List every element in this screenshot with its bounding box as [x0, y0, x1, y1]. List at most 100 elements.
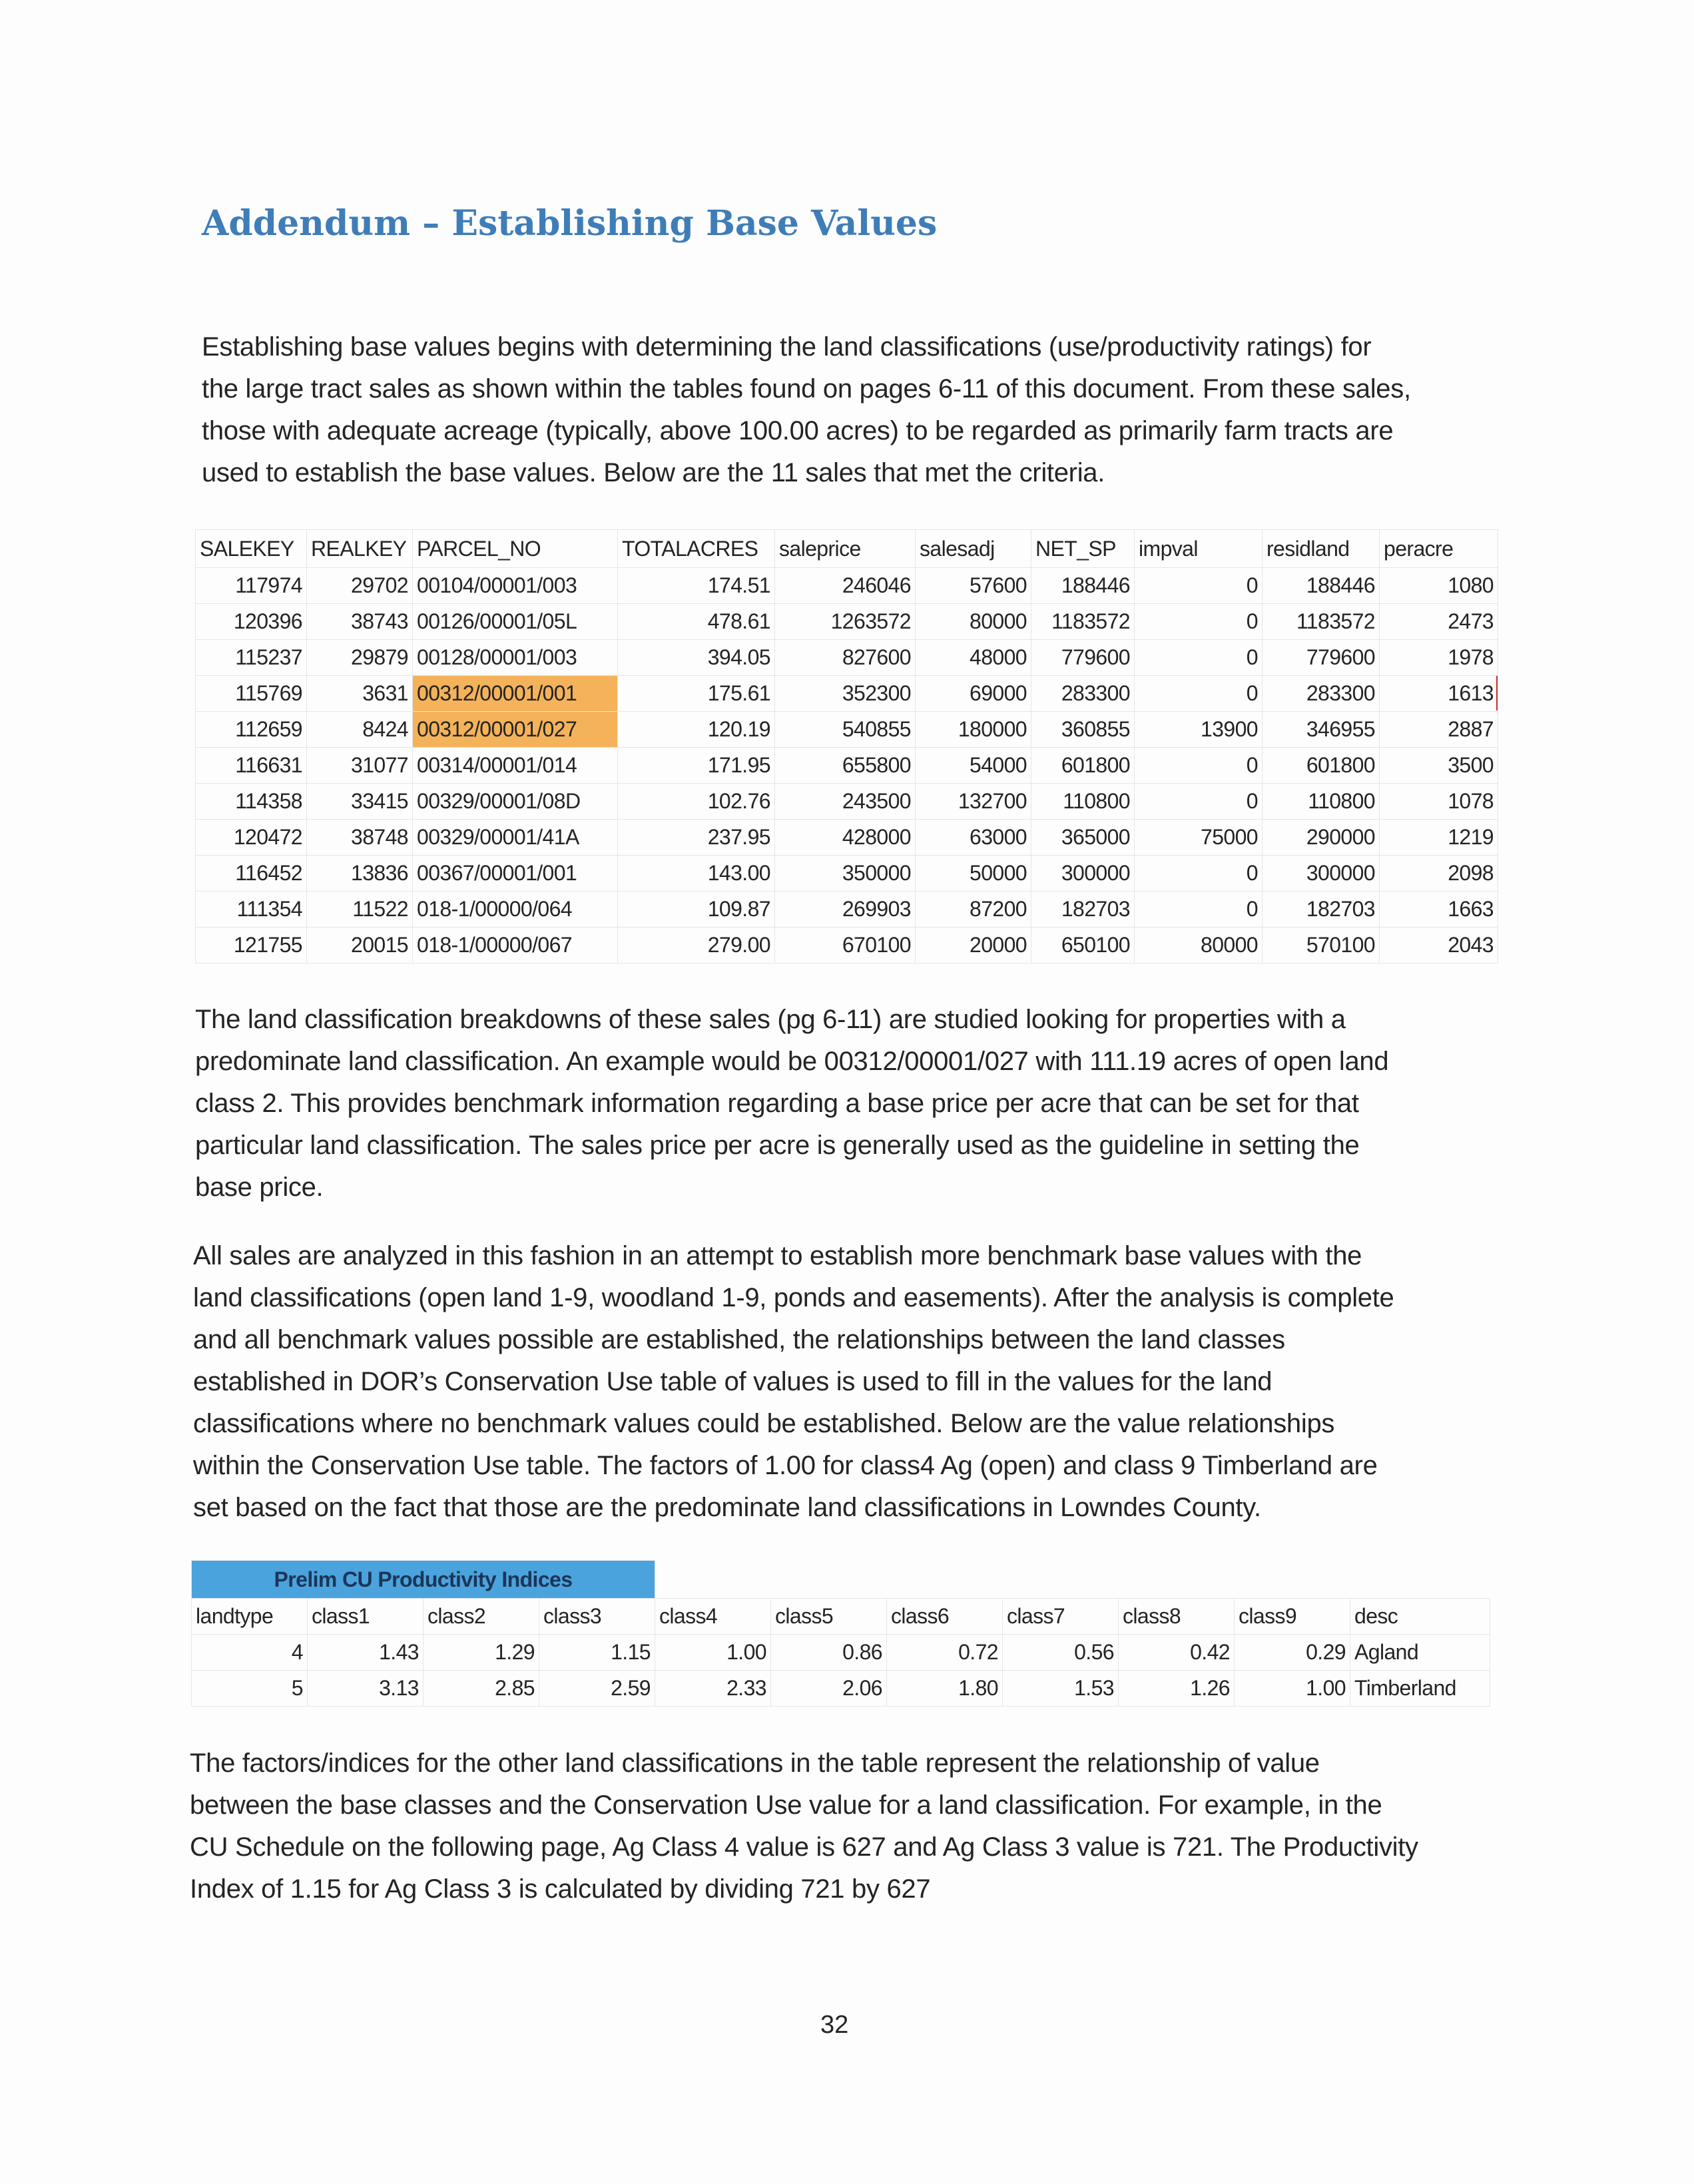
column-header: class1	[307, 1598, 424, 1635]
classification-paragraph: The land classification breakdowns of th…	[195, 999, 1389, 1209]
table-cell: 601800	[1031, 747, 1135, 784]
text-line: and all benchmark values possible are es…	[193, 1325, 1285, 1354]
indices-paragraph: The factors/indices for the other land c…	[190, 1743, 1418, 1910]
table-cell: 116452	[195, 855, 307, 892]
table-cell: 00312/00001/027	[412, 711, 618, 748]
table-cell: Timberland	[1350, 1670, 1490, 1707]
table-cell: 827600	[774, 639, 916, 676]
table-cell: 20000	[915, 927, 1031, 963]
table-cell: 2.85	[423, 1670, 539, 1707]
table-cell: 1613	[1379, 675, 1498, 712]
table-cell: 111354	[195, 891, 307, 928]
page-number: 32	[820, 2011, 849, 2039]
table-cell: 1078	[1379, 783, 1498, 820]
cu-productivity-table: Prelim CU Productivity Indices landtype c…	[191, 1560, 1490, 1707]
table-cell: 38743	[306, 603, 413, 640]
text-line: class 2. This provides benchmark informa…	[195, 1089, 1359, 1118]
table-cell: 237.95	[617, 819, 775, 856]
text-line: The land classification breakdowns of th…	[195, 1005, 1346, 1034]
table-cell: 13900	[1134, 711, 1263, 748]
table-cell: 00367/00001/001	[412, 855, 618, 892]
text-line: land classifications (open land 1-9, woo…	[193, 1283, 1394, 1312]
table-cell: 20015	[306, 927, 413, 963]
cu-table-banner: Prelim CU Productivity Indices	[191, 1560, 655, 1599]
table-cell: 69000	[915, 675, 1031, 712]
table-cell: 0	[1134, 639, 1263, 676]
table-cell: 4	[191, 1634, 308, 1671]
table-cell: 2043	[1379, 927, 1498, 963]
table-cell: 300000	[1031, 855, 1135, 892]
table-cell: 115769	[195, 675, 307, 712]
table-cell: 3.13	[307, 1670, 424, 1707]
table-cell: 601800	[1262, 747, 1380, 784]
text-line: the large tract sales as shown within th…	[202, 374, 1411, 404]
text-line: predominate land classification. An exam…	[195, 1047, 1389, 1076]
column-header: class7	[1002, 1598, 1119, 1635]
table-cell: 80000	[1134, 927, 1263, 963]
table-cell: 00312/00001/001	[412, 675, 618, 712]
table-cell: 246046	[774, 567, 916, 604]
table-cell: 110800	[1262, 783, 1380, 820]
text-line: Establishing base values begins with det…	[202, 332, 1372, 362]
table-cell: 269903	[774, 891, 916, 928]
table-cell: 1.53	[1002, 1670, 1119, 1707]
table-cell: 1080	[1379, 567, 1498, 604]
table-cell: 018-1/00000/064	[412, 891, 618, 928]
table-cell: 365000	[1031, 819, 1135, 856]
table-cell: 87200	[915, 891, 1031, 928]
table-row: 116452 13836 00367/00001/001 143.00 350000 50…	[195, 855, 1498, 892]
column-header: REALKEY	[306, 529, 413, 568]
table-cell: 31077	[306, 747, 413, 784]
table-cell: 1.00	[655, 1634, 771, 1671]
text-line: classifications where no benchmark value…	[193, 1409, 1335, 1438]
table-cell: 114358	[195, 783, 307, 820]
table-row: 120396 38743 00126/00001/05L 478.61 1263572 8…	[195, 603, 1498, 640]
table-cell: 3631	[306, 675, 413, 712]
column-header: class5	[770, 1598, 887, 1635]
table-cell: 188446	[1262, 567, 1380, 604]
table-cell: 1183572	[1262, 603, 1380, 640]
text-line: between the base classes and the Conserv…	[190, 1790, 1382, 1820]
table-cell: 3500	[1379, 747, 1498, 784]
table-cell: 57600	[915, 567, 1031, 604]
table-cell: 29879	[306, 639, 413, 676]
table-row: 4 1.43 1.29 1.15 1.00 0.86 0.72 0.56 0.42 0.29 Agl…	[191, 1634, 1490, 1671]
table-cell: 50000	[915, 855, 1031, 892]
table-cell: 63000	[915, 819, 1031, 856]
table-cell: 1663	[1379, 891, 1498, 928]
table-cell: 779600	[1262, 639, 1380, 676]
table-cell: Agland	[1350, 1634, 1490, 1671]
table-row: 111354 11522 018-1/00000/064 109.87 269903 87…	[195, 891, 1498, 928]
table-cell: 180000	[915, 711, 1031, 748]
column-header: SALEKEY	[195, 529, 307, 568]
column-header: salesadj	[915, 529, 1031, 568]
table-cell: 650100	[1031, 927, 1135, 963]
table-cell: 48000	[915, 639, 1031, 676]
text-line: The factors/indices for the other land c…	[190, 1749, 1320, 1778]
table-row: 5 3.13 2.85 2.59 2.33 2.06 1.80 1.53 1.26 1.00 Tim…	[191, 1670, 1490, 1707]
table-cell: 1263572	[774, 603, 916, 640]
table-cell: 283300	[1262, 675, 1380, 712]
table-cell: 5	[191, 1670, 308, 1707]
table-row: 120472 38748 00329/00001/41A 237.95 428000 63…	[195, 819, 1498, 856]
table-cell: 38748	[306, 819, 413, 856]
table-cell: 2.59	[539, 1670, 655, 1707]
table-cell: 2473	[1379, 603, 1498, 640]
table-cell: 0	[1134, 675, 1263, 712]
table-cell: 478.61	[617, 603, 775, 640]
table-cell: 8424	[306, 711, 413, 748]
table-cell: 11522	[306, 891, 413, 928]
column-header: saleprice	[774, 529, 916, 568]
table-cell: 1.26	[1118, 1670, 1235, 1707]
table-cell: 143.00	[617, 855, 775, 892]
sales-table: SALEKEY REALKEY PARCEL_NO TOTALACRES salepri…	[195, 529, 1498, 963]
table-cell: 2887	[1379, 711, 1498, 748]
table-cell: 110800	[1031, 783, 1135, 820]
table-cell: 75000	[1134, 819, 1263, 856]
table-cell: 115237	[195, 639, 307, 676]
table-cell: 132700	[915, 783, 1031, 820]
table-cell: 120472	[195, 819, 307, 856]
column-header: class9	[1234, 1598, 1350, 1635]
column-header: class6	[886, 1598, 1003, 1635]
text-line: set based on the fact that those are the…	[193, 1493, 1261, 1522]
